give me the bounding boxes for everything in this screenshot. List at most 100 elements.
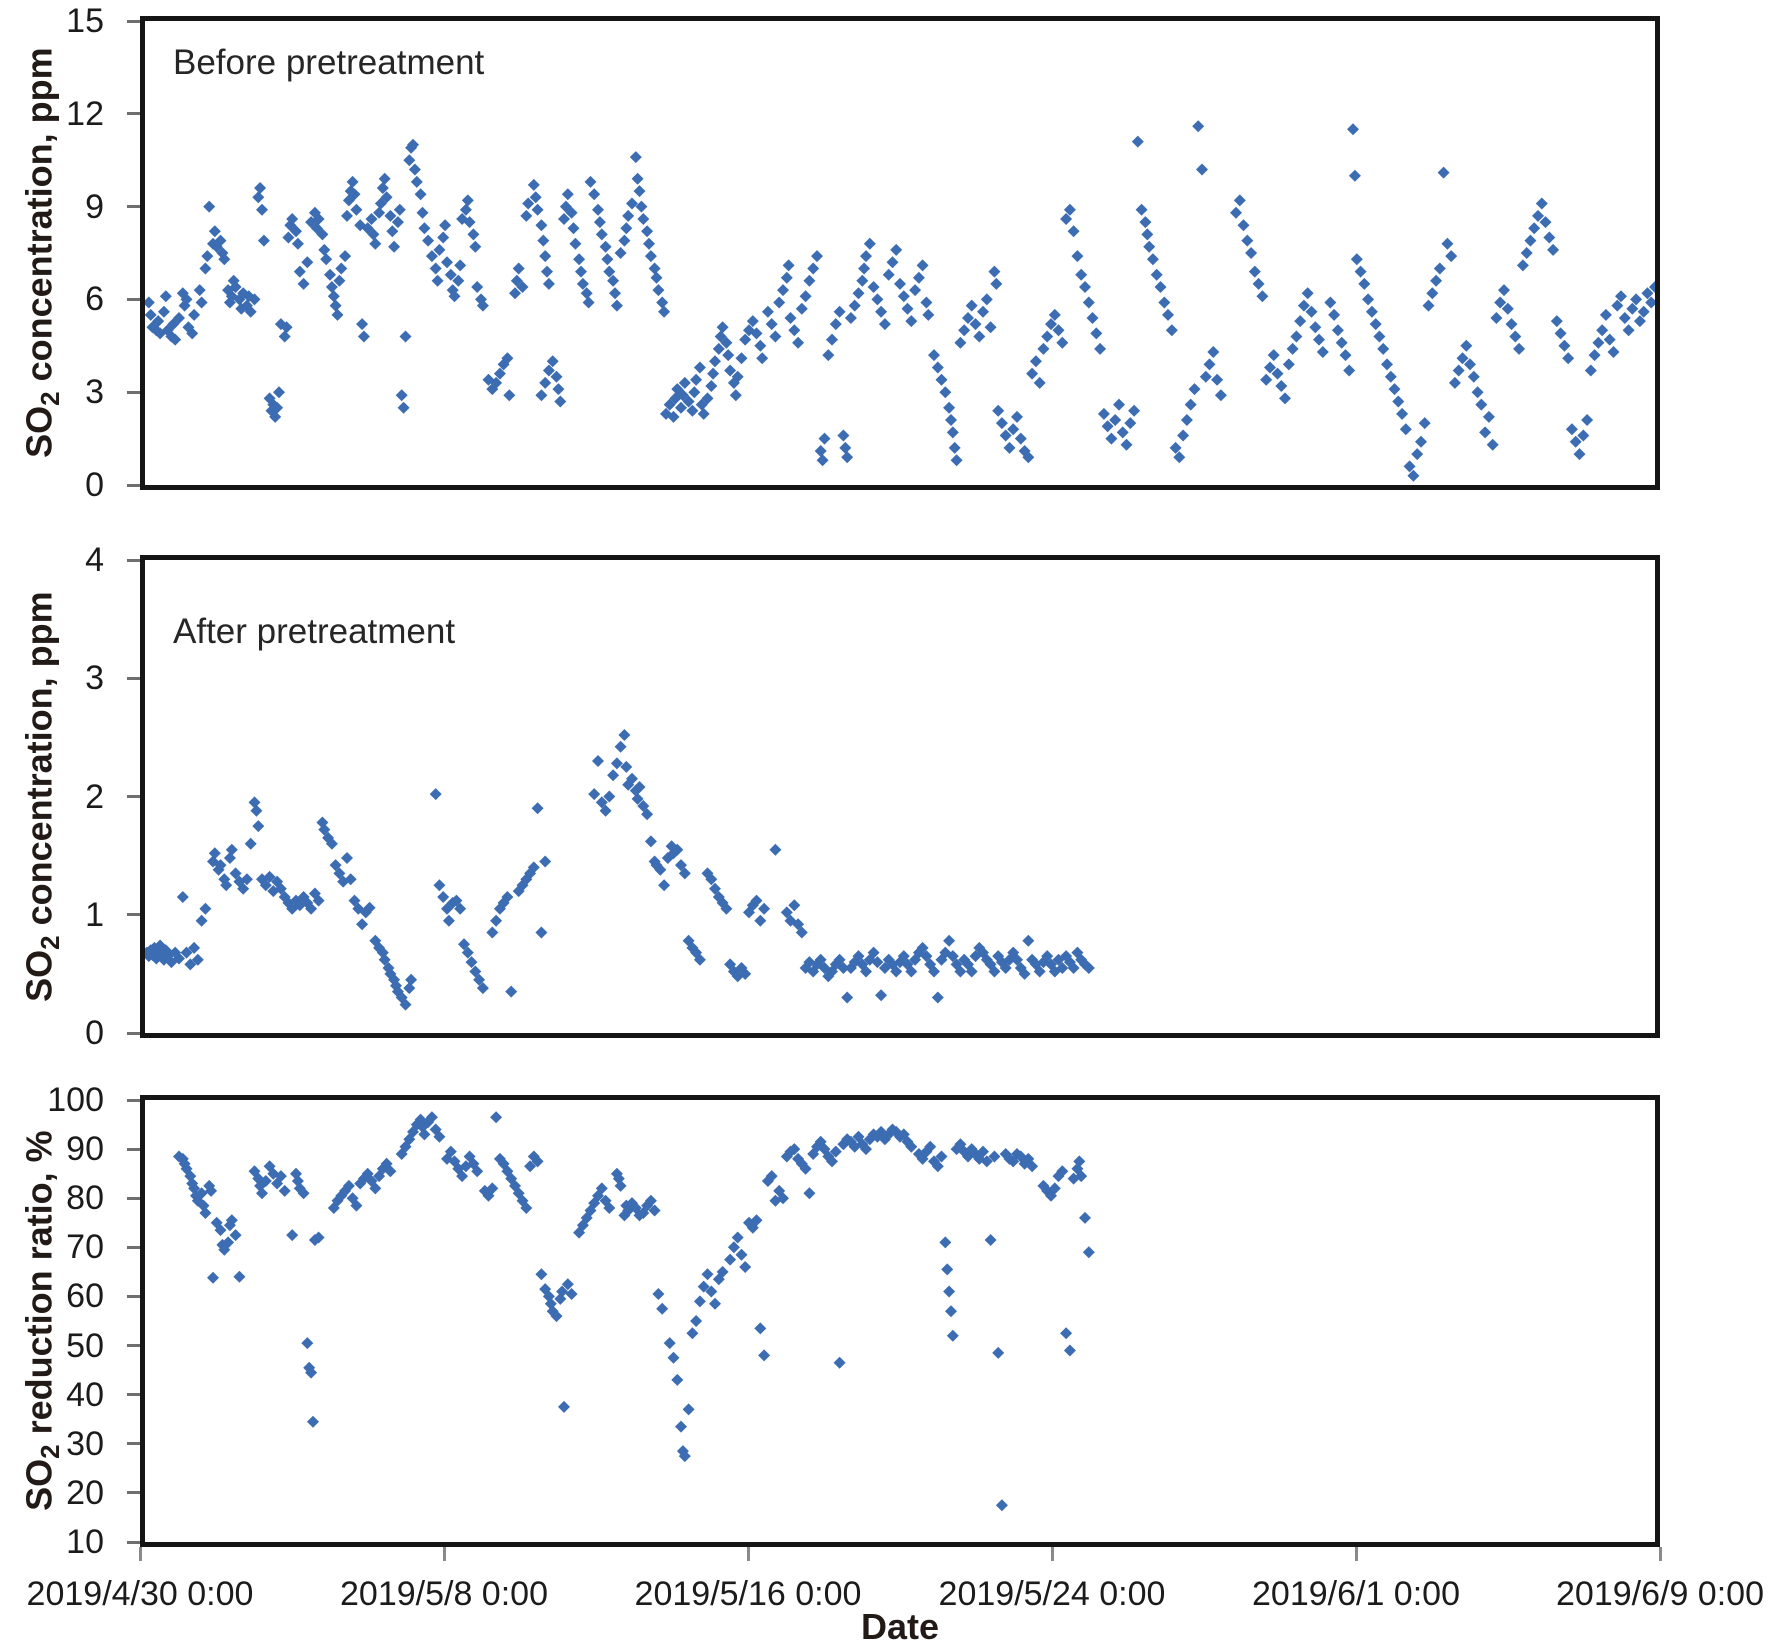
data-point-marker	[1498, 284, 1510, 297]
data-point-marker	[145, 308, 157, 321]
data-point-marker	[658, 879, 671, 892]
y-tick-mark	[127, 1294, 140, 1298]
data-point-marker	[576, 277, 589, 290]
data-point-marker	[780, 906, 793, 919]
data-point-marker	[1603, 333, 1616, 346]
data-point-marker	[331, 308, 344, 321]
data-point-marker	[614, 1179, 627, 1192]
data-point-marker	[1494, 296, 1507, 309]
data-point-marker	[331, 1194, 344, 1207]
data-point-marker	[1305, 305, 1318, 318]
data-point-marker	[716, 321, 729, 334]
data-point-marker	[1532, 209, 1544, 222]
data-point-marker	[497, 1157, 510, 1170]
data-point-marker	[1165, 324, 1178, 337]
data-point-marker	[178, 1157, 191, 1170]
y-tick-label: 0	[85, 466, 104, 504]
data-point-marker	[176, 1152, 189, 1165]
data-point-marker	[848, 1140, 861, 1153]
y-tick-label: 50	[66, 1326, 104, 1365]
data-point-marker	[962, 312, 974, 324]
data-point-marker	[629, 151, 642, 164]
data-point-marker	[1248, 265, 1261, 278]
data-point-marker	[244, 305, 257, 318]
data-point-marker	[1233, 194, 1246, 207]
data-point-marker	[356, 918, 369, 931]
data-point-marker	[1014, 1150, 1027, 1163]
data-point-marker	[607, 769, 620, 782]
data-point-marker	[635, 200, 648, 213]
data-point-marker	[1501, 302, 1514, 315]
data-point-marker	[1426, 287, 1439, 300]
data-point-marker	[1075, 1170, 1088, 1183]
data-point-marker	[1003, 441, 1016, 454]
data-point-marker	[408, 163, 421, 176]
data-point-marker	[184, 958, 197, 971]
data-point-marker	[1577, 429, 1590, 442]
data-point-marker	[454, 259, 467, 272]
data-point-marker	[263, 392, 276, 405]
data-point-marker	[750, 894, 763, 907]
data-point-marker	[584, 175, 597, 188]
data-point-marker	[1045, 958, 1057, 971]
data-point-marker	[852, 1130, 865, 1143]
data-point-marker	[150, 324, 163, 337]
data-point-marker	[250, 804, 263, 817]
data-point-marker	[361, 222, 374, 235]
data-point-marker	[1433, 262, 1446, 275]
data-point-marker	[467, 228, 480, 241]
data-point-marker	[995, 1499, 1008, 1512]
data-point-marker	[1607, 346, 1620, 358]
data-point-marker	[165, 956, 178, 969]
data-point-marker	[901, 958, 914, 971]
data-point-marker	[1211, 373, 1224, 386]
data-point-marker	[450, 894, 463, 907]
data-point-marker	[229, 281, 242, 293]
data-point-marker	[278, 891, 291, 903]
data-point-marker	[363, 901, 376, 914]
data-point-marker	[897, 950, 910, 963]
data-point-marker	[573, 253, 586, 266]
data-point-marker	[301, 896, 314, 909]
data-point-marker	[727, 1241, 740, 1254]
data-point-marker	[663, 1337, 676, 1350]
y-tick-mark	[127, 1245, 140, 1249]
data-point-marker	[595, 796, 608, 809]
data-point-marker	[1347, 123, 1359, 136]
data-point-marker	[595, 1182, 608, 1195]
data-point-marker	[1143, 240, 1156, 253]
data-point-marker	[256, 203, 268, 216]
data-point-marker	[948, 441, 961, 454]
data-point-marker	[1120, 438, 1133, 451]
data-point-marker	[633, 781, 646, 793]
data-point-marker	[1490, 312, 1503, 324]
data-point-marker	[1596, 324, 1609, 337]
y-tick-mark	[127, 1196, 140, 1200]
data-point-marker	[1354, 265, 1367, 278]
data-point-marker	[154, 939, 167, 952]
data-point-marker	[686, 404, 699, 417]
data-point-marker	[618, 234, 631, 247]
data-point-marker	[269, 410, 282, 423]
data-point-marker	[1286, 342, 1299, 355]
data-point-marker	[348, 894, 361, 907]
data-point-marker	[539, 250, 552, 263]
data-point-marker	[1199, 370, 1212, 383]
data-point-marker	[1014, 432, 1027, 445]
y-tick-mark	[127, 297, 140, 301]
data-point-marker	[1565, 423, 1578, 436]
data-point-marker	[1350, 253, 1363, 266]
data-point-marker	[999, 962, 1012, 974]
data-point-marker	[1109, 414, 1122, 426]
data-point-marker	[943, 1285, 956, 1298]
data-point-marker	[769, 330, 782, 343]
data-point-marker	[795, 926, 808, 939]
data-point-marker	[1348, 169, 1361, 182]
data-point-marker	[844, 312, 857, 324]
data-point-marker	[709, 355, 721, 368]
data-point-marker	[922, 308, 935, 321]
data-point-marker	[505, 985, 518, 998]
data-point-marker	[697, 1280, 710, 1293]
data-point-marker	[1018, 967, 1031, 980]
data-point-marker	[928, 349, 940, 362]
